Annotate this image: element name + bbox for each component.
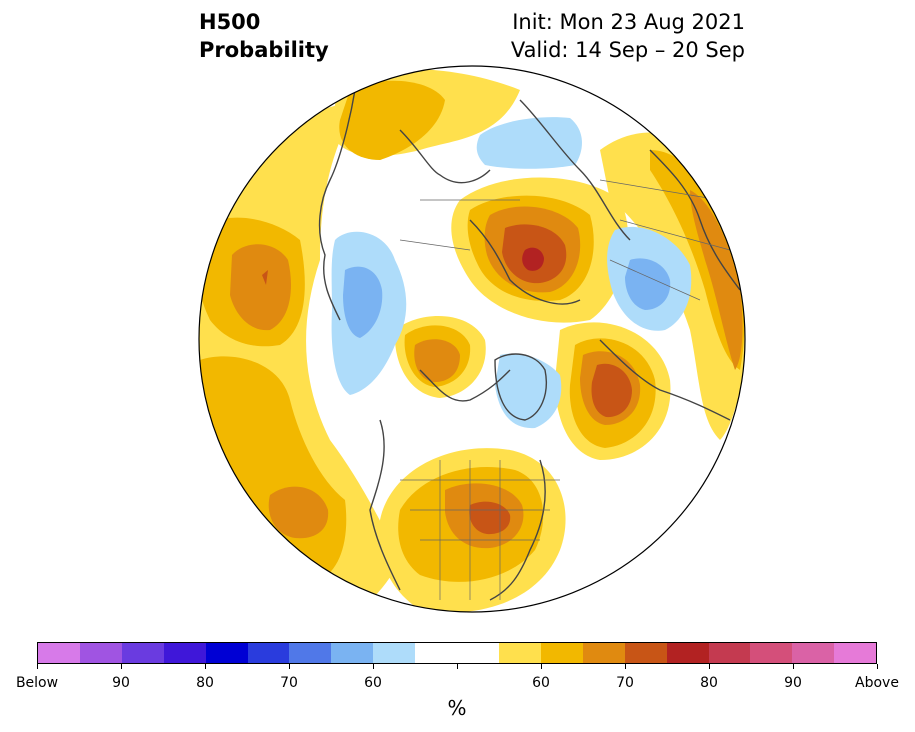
colorbar-tick-label: 90 — [112, 675, 130, 691]
product-title: Probability — [199, 38, 329, 62]
colorbar-swatch — [205, 643, 248, 663]
colorbar-tick — [289, 664, 290, 669]
colorbar-swatch — [415, 643, 458, 663]
colorbar-swatch — [163, 643, 206, 663]
colorbar-tick-label: Above — [855, 675, 899, 691]
colorbar-tick — [793, 664, 794, 669]
colorbar-swatch — [498, 643, 541, 663]
colorbar-swatch — [247, 643, 290, 663]
colorbar-swatch — [79, 643, 122, 663]
colorbar-swatch — [708, 643, 751, 663]
init-date: Init: Mon 23 Aug 2021 — [512, 10, 745, 34]
colorbar-tick-label: 90 — [784, 675, 802, 691]
colorbar-tick — [541, 664, 542, 669]
colorbar-tick-label: 60 — [364, 675, 382, 691]
colorbar-tick-label: Below — [15, 675, 59, 691]
colorbar — [37, 642, 877, 664]
colorbar-swatch — [457, 643, 499, 663]
coastlines — [318, 89, 741, 601]
colorbar-swatch — [582, 643, 625, 663]
colorbar-swatch — [792, 643, 835, 663]
valid-date: Valid: 14 Sep – 20 Sep — [510, 38, 745, 62]
borders — [399, 179, 731, 600]
colorbar-swatch — [121, 643, 164, 663]
globe-outline — [198, 65, 746, 613]
colorbar-swatch — [331, 643, 374, 663]
colorbar-tick — [121, 664, 122, 669]
colorbar-tick — [373, 664, 374, 669]
colorbar-tick — [457, 664, 458, 669]
colorbar-swatch — [834, 643, 877, 663]
colorbar-swatch — [38, 643, 80, 663]
colorbar-tick — [709, 664, 710, 669]
colorbar-tick-label: 70 — [616, 675, 634, 691]
colorbar-tick — [877, 664, 878, 669]
colorbar-tick — [625, 664, 626, 669]
colorbar-tick-label: 70 — [280, 675, 298, 691]
colorbar-swatch — [624, 643, 667, 663]
colorbar-tick — [205, 664, 206, 669]
colorbar-swatch — [289, 643, 332, 663]
colorbar-tick-label: 60 — [532, 675, 550, 691]
colorbar-swatch — [750, 643, 793, 663]
chart-title-block: H500 Probability — [199, 8, 329, 64]
colorbar-swatch — [540, 643, 583, 663]
colorbar-swatch — [373, 643, 416, 663]
colorbar-tick — [37, 664, 38, 669]
date-block: Init: Mon 23 Aug 2021 Valid: 14 Sep – 20… — [511, 8, 745, 64]
colorbar-unit: % — [447, 696, 467, 720]
probability-field — [199, 66, 745, 612]
variable-title: H500 — [199, 10, 261, 34]
colorbar-tick-label: 80 — [196, 675, 214, 691]
polar-map — [198, 65, 746, 613]
colorbar-swatch — [666, 643, 709, 663]
colorbar-tick-label: 80 — [700, 675, 718, 691]
